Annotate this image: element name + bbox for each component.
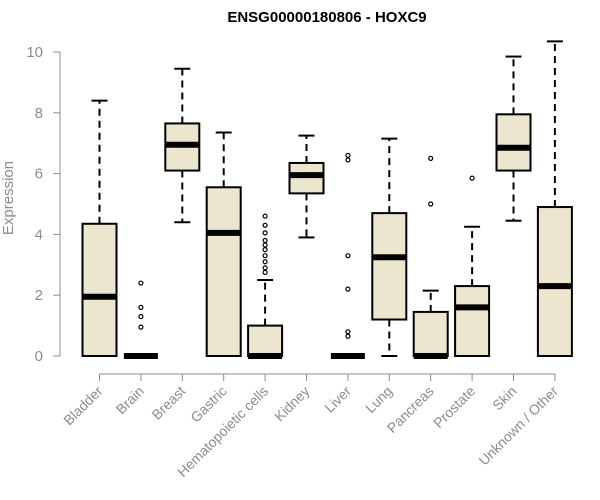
box — [454, 285, 491, 357]
x-tick-label: Skin — [489, 383, 520, 414]
box-group — [536, 40, 573, 357]
outlier-point — [138, 324, 144, 330]
outlier-point — [262, 269, 268, 275]
y-tick-label: 8 — [35, 105, 43, 122]
boxes — [81, 40, 573, 359]
box — [247, 324, 284, 358]
outlier-point — [345, 157, 351, 163]
x-tick-label: Breast — [148, 383, 188, 423]
y-tick-label: 6 — [35, 166, 43, 183]
box-group — [330, 152, 365, 359]
box-group — [412, 155, 449, 359]
x-tick-label: Prostate — [430, 383, 478, 431]
outlier-point — [138, 304, 144, 310]
y-tick-label: 10 — [26, 44, 43, 61]
outlier-point — [262, 253, 268, 259]
outlier-point — [262, 259, 268, 265]
box-group — [288, 134, 325, 239]
x-tick-label: Lung — [362, 383, 395, 416]
chart-title: ENSG00000180806 - HOXC9 — [227, 9, 426, 26]
outlier-point — [262, 247, 268, 253]
outlier-point — [345, 253, 351, 259]
outlier-point — [345, 286, 351, 292]
outlier-point — [469, 175, 475, 181]
outlier-point — [262, 242, 268, 248]
y-tick-label: 0 — [35, 348, 43, 365]
y-tick-label: 4 — [35, 226, 43, 243]
y-tick-label: 2 — [35, 287, 43, 304]
box — [371, 212, 408, 321]
box-group — [205, 131, 242, 357]
x-tick-label: Brain — [113, 383, 147, 417]
box-group — [81, 99, 118, 357]
box — [495, 113, 532, 172]
box — [288, 161, 325, 195]
x-tick-label: Liver — [321, 383, 354, 416]
outlier-point — [262, 237, 268, 244]
box-group — [247, 213, 284, 359]
box — [536, 206, 573, 357]
y-axis-label: Expression — [0, 161, 17, 235]
box — [81, 222, 118, 357]
outlier-point — [138, 313, 144, 320]
outlier-point — [262, 265, 268, 271]
box — [412, 310, 449, 358]
box-group — [123, 280, 158, 359]
x-tick-label: Kidney — [271, 383, 313, 425]
box-group — [371, 137, 408, 357]
box — [205, 186, 242, 357]
outlier-point — [262, 230, 268, 236]
outlier-point — [345, 152, 351, 158]
outlier-point — [262, 213, 268, 219]
box-group — [495, 55, 532, 222]
outlier-point — [428, 201, 434, 207]
y-axis: 0 2 4 6 8 10 — [26, 44, 61, 365]
outlier-point — [345, 329, 351, 335]
outlier-point — [138, 280, 144, 286]
outlier-point — [262, 222, 268, 228]
box-group — [164, 67, 201, 224]
x-tick-label: Bladder — [60, 383, 106, 429]
outlier-point — [428, 155, 434, 161]
box-group — [454, 175, 491, 357]
x-tick-label: Unknown / Other — [475, 383, 561, 469]
outlier-point — [345, 333, 351, 339]
